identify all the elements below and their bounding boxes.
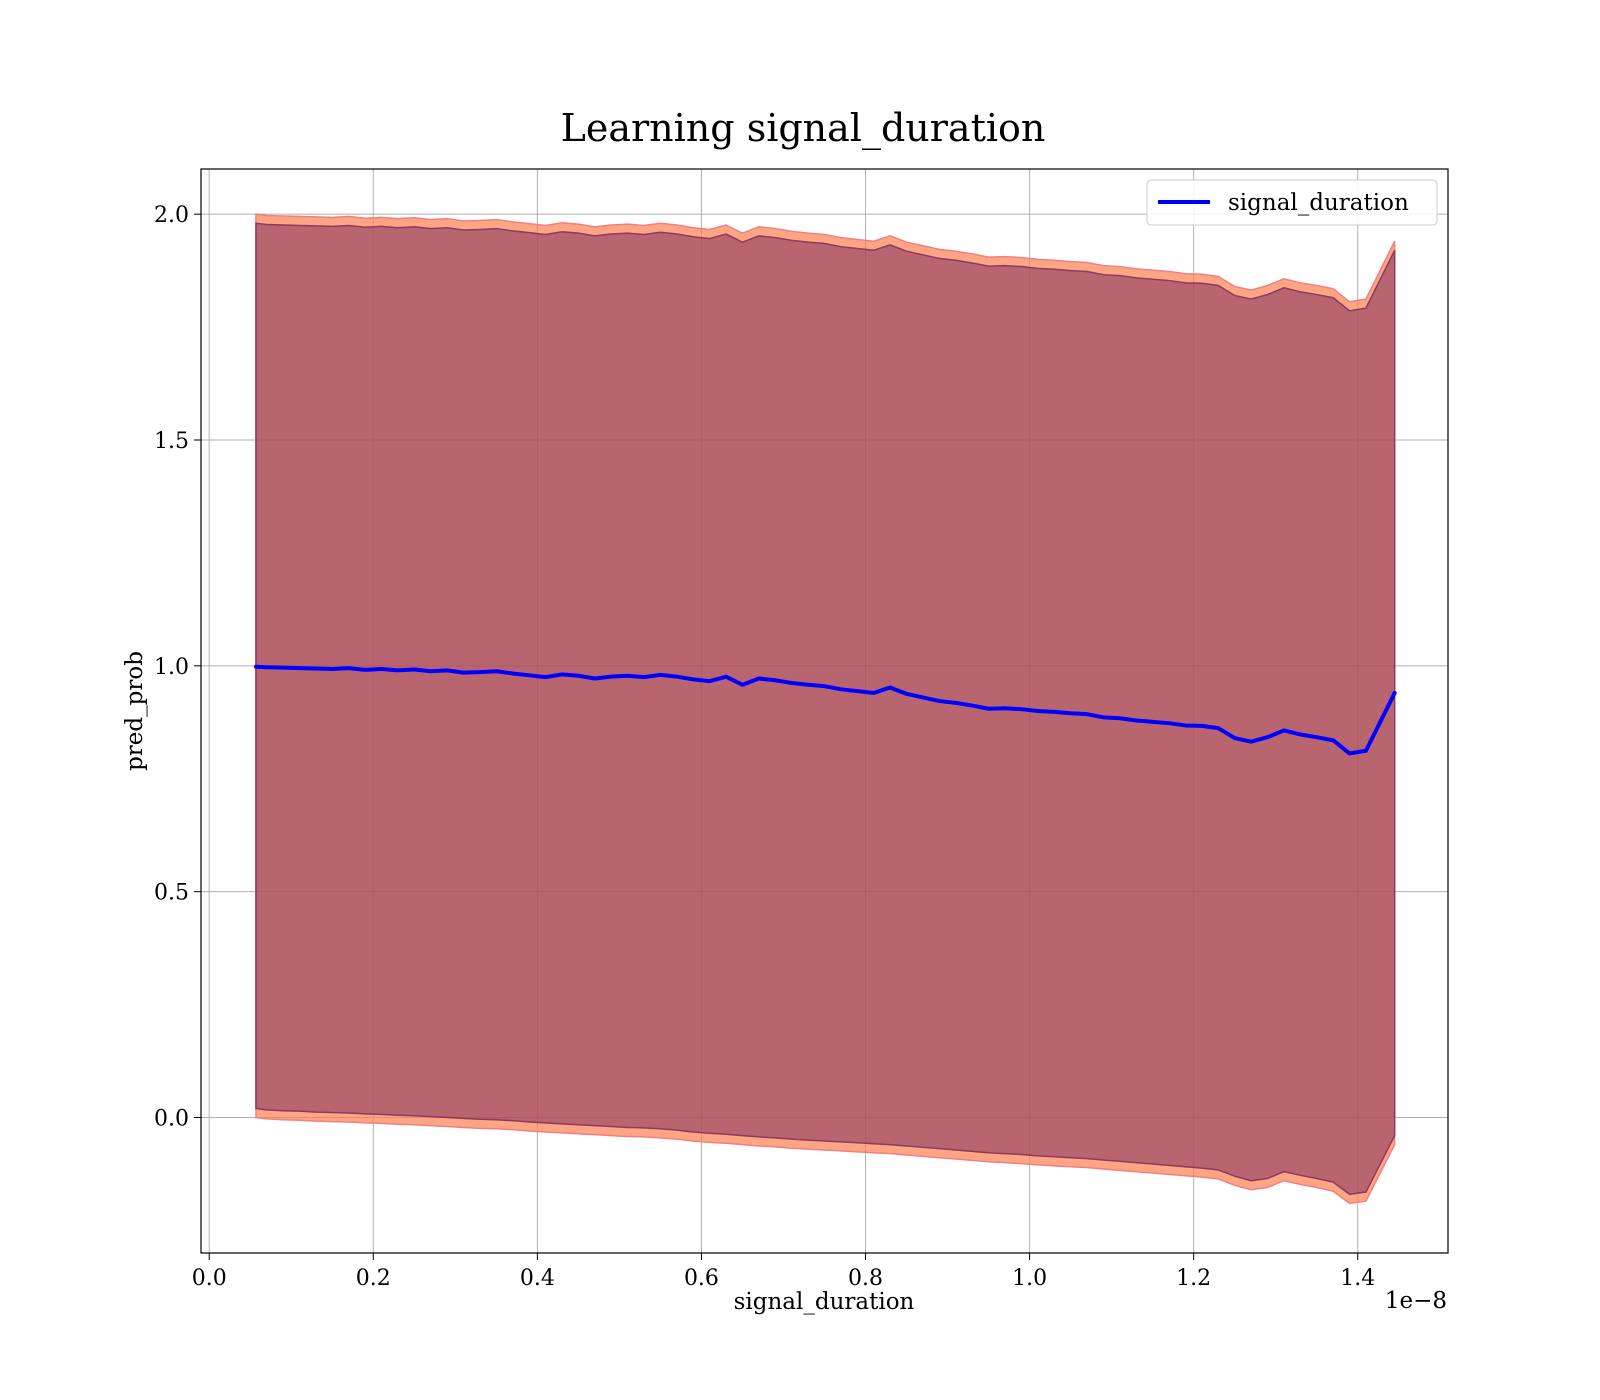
confidence-bands bbox=[255, 213, 1396, 1205]
legend-box bbox=[1146, 179, 1438, 226]
legend-label: signal_duration bbox=[1228, 190, 1409, 216]
legend: signal_duration bbox=[1146, 179, 1438, 226]
y-tick-label: 1.5 bbox=[154, 429, 189, 454]
y-axis-label: pred_prob bbox=[122, 651, 148, 771]
plot-frame bbox=[200, 168, 1449, 1254]
x-tick-label: 1.2 bbox=[1176, 1266, 1211, 1291]
x-axis-label: signal_duration bbox=[734, 1289, 915, 1315]
x-tick-label: 0.4 bbox=[520, 1266, 555, 1291]
x-tick-label: 0.6 bbox=[684, 1266, 719, 1291]
x-tick-label: 1.4 bbox=[1340, 1266, 1375, 1291]
y-tick-label: 2.0 bbox=[154, 203, 189, 228]
y-tick-label: 0.0 bbox=[154, 1107, 189, 1132]
x-axis-ticks: 0.0 0.2 0.4 0.6 0.8 1.0 1.2 1.4 bbox=[192, 1253, 1375, 1291]
x-tick-label: 0.0 bbox=[192, 1266, 227, 1291]
x-tick-label: 0.8 bbox=[848, 1266, 883, 1291]
confidence-band-2 bbox=[255, 222, 1396, 1196]
series-lines bbox=[253, 664, 1397, 756]
plot-area bbox=[200, 168, 1449, 1254]
y-tick-label: 0.5 bbox=[154, 881, 189, 906]
x-tick-label: 0.2 bbox=[356, 1266, 391, 1291]
y-tick-label: 1.0 bbox=[154, 655, 189, 680]
chart-title: Learning signal_duration bbox=[561, 106, 1046, 151]
y-axis-ticks: 0.0 0.5 1.0 1.5 2.0 bbox=[154, 203, 201, 1132]
x-axis-offset-label: 1e−8 bbox=[1385, 1288, 1447, 1314]
x-tick-label: 1.0 bbox=[1012, 1266, 1047, 1291]
series-line-signal_duration bbox=[253, 664, 1397, 756]
